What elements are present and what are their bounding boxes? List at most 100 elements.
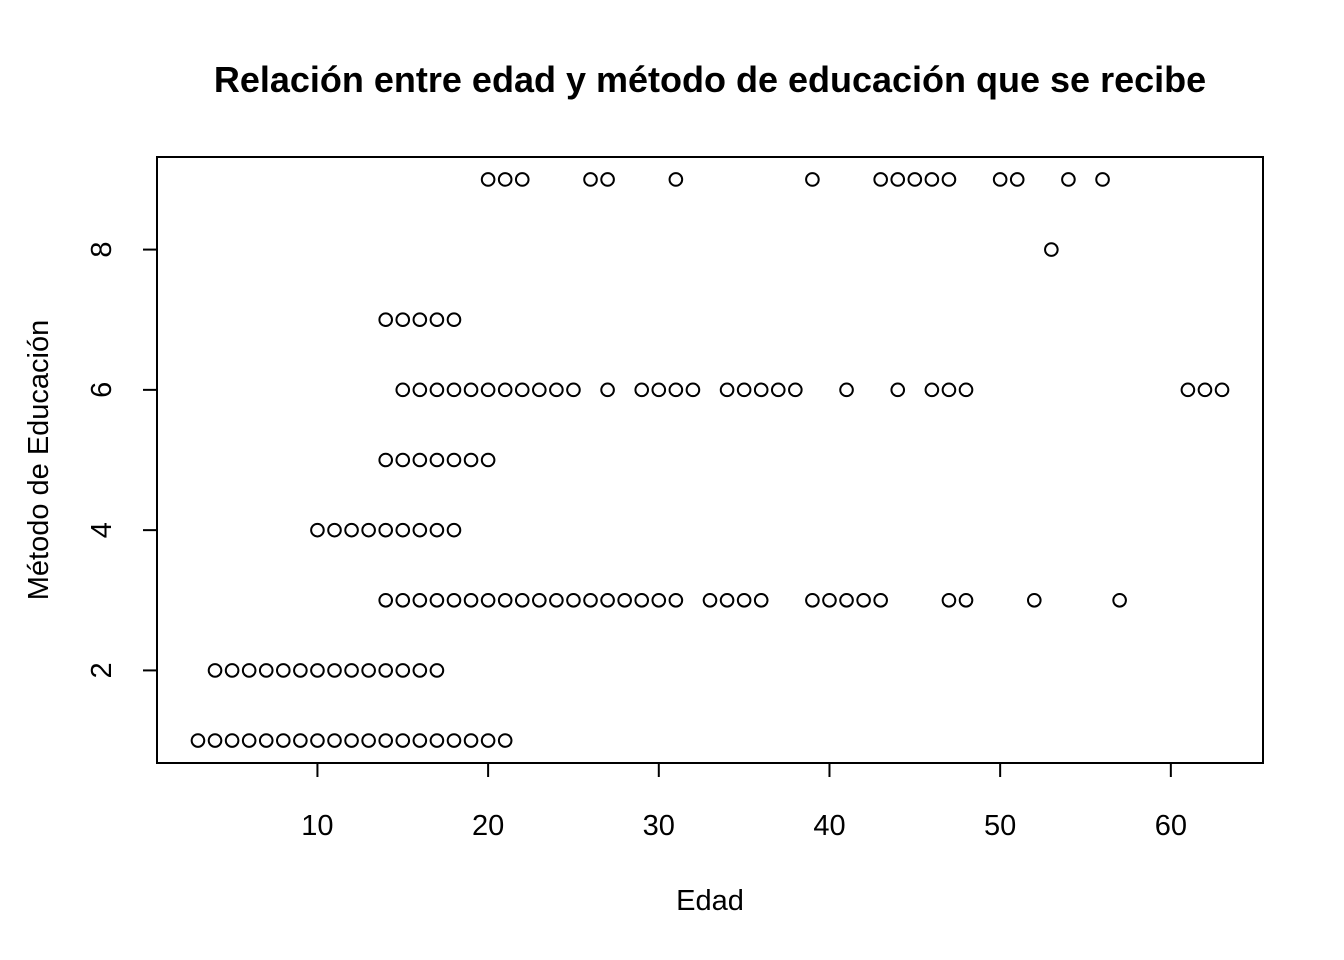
data-point (412, 733, 428, 748)
data-point (1214, 382, 1230, 398)
data-point (873, 172, 888, 187)
data-point (395, 592, 411, 608)
data-point (668, 592, 684, 608)
data-point (1197, 382, 1213, 398)
data-point (532, 382, 547, 398)
data-point (480, 733, 496, 748)
data-point (378, 733, 394, 748)
data-point (310, 522, 325, 538)
data-point (822, 592, 837, 608)
data-point (463, 382, 479, 398)
data-point (446, 733, 462, 748)
x-tick-label: 30 (643, 810, 675, 842)
data-point (566, 382, 581, 398)
data-point (600, 592, 615, 608)
data-point (1095, 172, 1110, 187)
data-point (378, 592, 394, 608)
data-point (719, 382, 735, 398)
data-point (941, 382, 957, 398)
data-point (276, 663, 291, 678)
x-tick-label: 50 (984, 810, 1016, 842)
data-point (958, 382, 974, 398)
data-point (924, 172, 940, 187)
data-point (1180, 382, 1196, 398)
data-point (412, 522, 428, 538)
data-point (310, 663, 325, 678)
data-point (412, 592, 428, 608)
data-point (736, 382, 752, 398)
data-point (293, 733, 308, 748)
data-point (429, 663, 445, 678)
data-point (378, 522, 394, 538)
data-point (395, 382, 411, 398)
data-point (583, 172, 598, 187)
data-point (668, 172, 684, 187)
plot-frame (156, 156, 1264, 764)
data-point (224, 663, 240, 678)
data-point (549, 382, 564, 398)
data-point (941, 592, 957, 608)
data-point (395, 452, 411, 468)
x-axis-label: Edad (676, 885, 744, 917)
data-point (702, 592, 718, 608)
data-point (1009, 172, 1025, 187)
x-tick-label: 20 (472, 810, 504, 842)
data-point (327, 522, 342, 538)
data-point (429, 733, 445, 748)
data-point (446, 382, 462, 398)
data-point (1026, 592, 1042, 608)
y-axis-label: Método de Educación (23, 320, 55, 601)
data-point (634, 382, 650, 398)
data-point (190, 733, 206, 748)
data-point (532, 592, 547, 608)
chart-title: Relación entre edad y método de educació… (214, 59, 1206, 100)
data-point (327, 733, 342, 748)
y-tick-label: 4 (86, 522, 118, 538)
data-point (395, 312, 411, 328)
data-point (463, 733, 479, 748)
data-point (395, 733, 411, 748)
data-point (344, 663, 359, 678)
data-point (361, 522, 376, 538)
data-point (480, 382, 496, 398)
y-tick-label: 8 (86, 242, 118, 258)
data-point (207, 663, 223, 678)
data-point (890, 382, 906, 398)
data-point (890, 172, 906, 187)
x-axis: 10 20 30 40 50 60 (301, 763, 1187, 842)
x-tick-label: 40 (813, 810, 845, 842)
data-point (463, 452, 479, 468)
data-point (924, 382, 940, 398)
data-point (805, 592, 820, 608)
data-point (361, 663, 376, 678)
x-tick-label: 10 (301, 810, 333, 842)
y-tick-label: 6 (86, 382, 118, 398)
data-point (497, 382, 513, 398)
data-point (378, 452, 394, 468)
data-point (429, 312, 445, 328)
data-point (293, 663, 308, 678)
data-point (1061, 172, 1076, 187)
data-point (736, 592, 752, 608)
data-point (805, 172, 820, 187)
data-point (497, 592, 513, 608)
data-point (497, 172, 513, 187)
data-point (1112, 592, 1127, 608)
data-point (514, 592, 530, 608)
data-point (429, 592, 445, 608)
data-point (839, 592, 854, 608)
data-point (344, 522, 359, 538)
data-point (566, 592, 581, 608)
data-point (480, 172, 496, 187)
data-point (412, 663, 428, 678)
data-point (412, 382, 428, 398)
data-point (651, 382, 667, 398)
data-point (378, 663, 394, 678)
data-point (788, 382, 803, 398)
data-point (241, 663, 257, 678)
data-point (600, 382, 615, 398)
data-point (446, 312, 462, 328)
data-point (685, 382, 701, 398)
data-point (770, 382, 786, 398)
data-point (941, 172, 957, 187)
